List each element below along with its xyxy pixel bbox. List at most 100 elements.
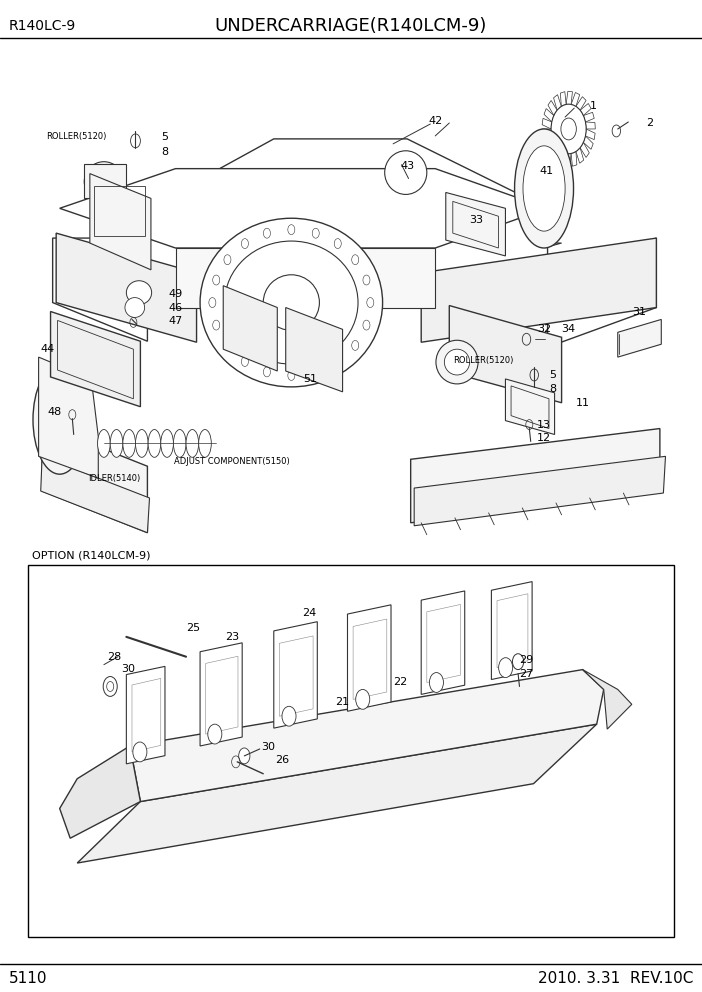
Ellipse shape xyxy=(43,385,77,454)
Text: 31: 31 xyxy=(632,308,646,317)
Polygon shape xyxy=(551,148,562,162)
Ellipse shape xyxy=(263,228,270,238)
Polygon shape xyxy=(411,429,660,523)
Polygon shape xyxy=(421,591,465,694)
Ellipse shape xyxy=(352,340,359,350)
Ellipse shape xyxy=(312,367,319,377)
Polygon shape xyxy=(421,238,656,342)
Ellipse shape xyxy=(512,654,524,670)
Ellipse shape xyxy=(91,169,117,194)
Polygon shape xyxy=(200,643,242,746)
Polygon shape xyxy=(542,118,552,129)
Ellipse shape xyxy=(352,255,359,265)
Text: 32: 32 xyxy=(537,324,551,334)
Polygon shape xyxy=(542,129,552,136)
Polygon shape xyxy=(557,152,566,166)
Ellipse shape xyxy=(515,129,574,248)
Text: R140LC-9: R140LC-9 xyxy=(8,19,76,33)
Ellipse shape xyxy=(33,365,86,474)
Text: 33: 33 xyxy=(469,215,483,225)
Polygon shape xyxy=(123,238,562,288)
Text: 22: 22 xyxy=(393,678,407,687)
Text: 13: 13 xyxy=(537,420,551,430)
Polygon shape xyxy=(571,152,577,167)
Polygon shape xyxy=(51,311,140,407)
Text: 2: 2 xyxy=(646,118,653,128)
Polygon shape xyxy=(583,136,593,150)
Ellipse shape xyxy=(213,275,220,285)
Text: 28: 28 xyxy=(107,652,121,662)
Ellipse shape xyxy=(186,430,199,457)
Polygon shape xyxy=(544,108,554,122)
Ellipse shape xyxy=(241,356,249,366)
Text: 2010. 3.31  REV.10C: 2010. 3.31 REV.10C xyxy=(538,970,694,986)
Ellipse shape xyxy=(366,298,373,308)
Ellipse shape xyxy=(363,275,370,285)
Text: UNDERCARRIAGE(R140LCM-9): UNDERCARRIAGE(R140LCM-9) xyxy=(215,17,487,35)
Text: 51: 51 xyxy=(303,374,317,384)
Text: 1: 1 xyxy=(590,101,597,111)
Ellipse shape xyxy=(84,162,124,201)
Text: 43: 43 xyxy=(400,161,414,171)
Ellipse shape xyxy=(334,239,341,249)
Text: 5: 5 xyxy=(161,132,168,142)
Polygon shape xyxy=(580,143,589,158)
Text: 24: 24 xyxy=(302,608,316,618)
Polygon shape xyxy=(491,581,532,680)
Polygon shape xyxy=(77,724,597,863)
Polygon shape xyxy=(274,622,317,728)
Polygon shape xyxy=(41,456,150,533)
Text: 5110: 5110 xyxy=(8,970,47,986)
Ellipse shape xyxy=(107,682,114,691)
Ellipse shape xyxy=(288,371,295,381)
Ellipse shape xyxy=(161,430,173,457)
Text: 23: 23 xyxy=(225,632,239,642)
Polygon shape xyxy=(576,96,586,110)
Ellipse shape xyxy=(199,430,211,457)
Text: 26: 26 xyxy=(275,755,289,765)
Polygon shape xyxy=(347,605,391,711)
Bar xyxy=(28,565,674,937)
Polygon shape xyxy=(560,91,566,106)
Polygon shape xyxy=(618,319,661,357)
Ellipse shape xyxy=(224,255,231,265)
Ellipse shape xyxy=(224,340,231,350)
Ellipse shape xyxy=(241,239,249,249)
Ellipse shape xyxy=(123,430,135,457)
Ellipse shape xyxy=(133,742,147,762)
Ellipse shape xyxy=(363,320,370,330)
Ellipse shape xyxy=(126,281,152,305)
Polygon shape xyxy=(546,143,557,155)
Polygon shape xyxy=(126,667,165,764)
Polygon shape xyxy=(583,670,632,729)
Ellipse shape xyxy=(551,104,586,154)
Ellipse shape xyxy=(561,118,576,140)
Text: 42: 42 xyxy=(428,116,442,126)
Polygon shape xyxy=(548,100,557,115)
Polygon shape xyxy=(580,103,591,115)
Polygon shape xyxy=(53,139,656,347)
Text: ADJUST COMPONENT(5150): ADJUST COMPONENT(5150) xyxy=(174,456,290,466)
Ellipse shape xyxy=(125,298,145,317)
Text: 11: 11 xyxy=(576,398,590,408)
Polygon shape xyxy=(585,129,595,140)
Text: ROLLER(5120): ROLLER(5120) xyxy=(46,132,106,142)
Ellipse shape xyxy=(225,241,358,364)
Text: ROLLER(5120): ROLLER(5120) xyxy=(453,355,513,365)
Ellipse shape xyxy=(282,706,296,726)
Ellipse shape xyxy=(444,349,470,375)
Ellipse shape xyxy=(385,151,427,194)
Ellipse shape xyxy=(135,430,148,457)
Polygon shape xyxy=(554,94,562,110)
Ellipse shape xyxy=(263,275,319,330)
Bar xyxy=(84,164,126,198)
Ellipse shape xyxy=(208,724,222,744)
Ellipse shape xyxy=(53,405,67,434)
Ellipse shape xyxy=(110,430,123,457)
Text: 30: 30 xyxy=(121,664,135,674)
Polygon shape xyxy=(449,306,562,403)
Polygon shape xyxy=(130,670,604,802)
Ellipse shape xyxy=(173,430,186,457)
Text: 41: 41 xyxy=(539,166,553,176)
Text: IDLER(5140): IDLER(5140) xyxy=(88,473,140,483)
